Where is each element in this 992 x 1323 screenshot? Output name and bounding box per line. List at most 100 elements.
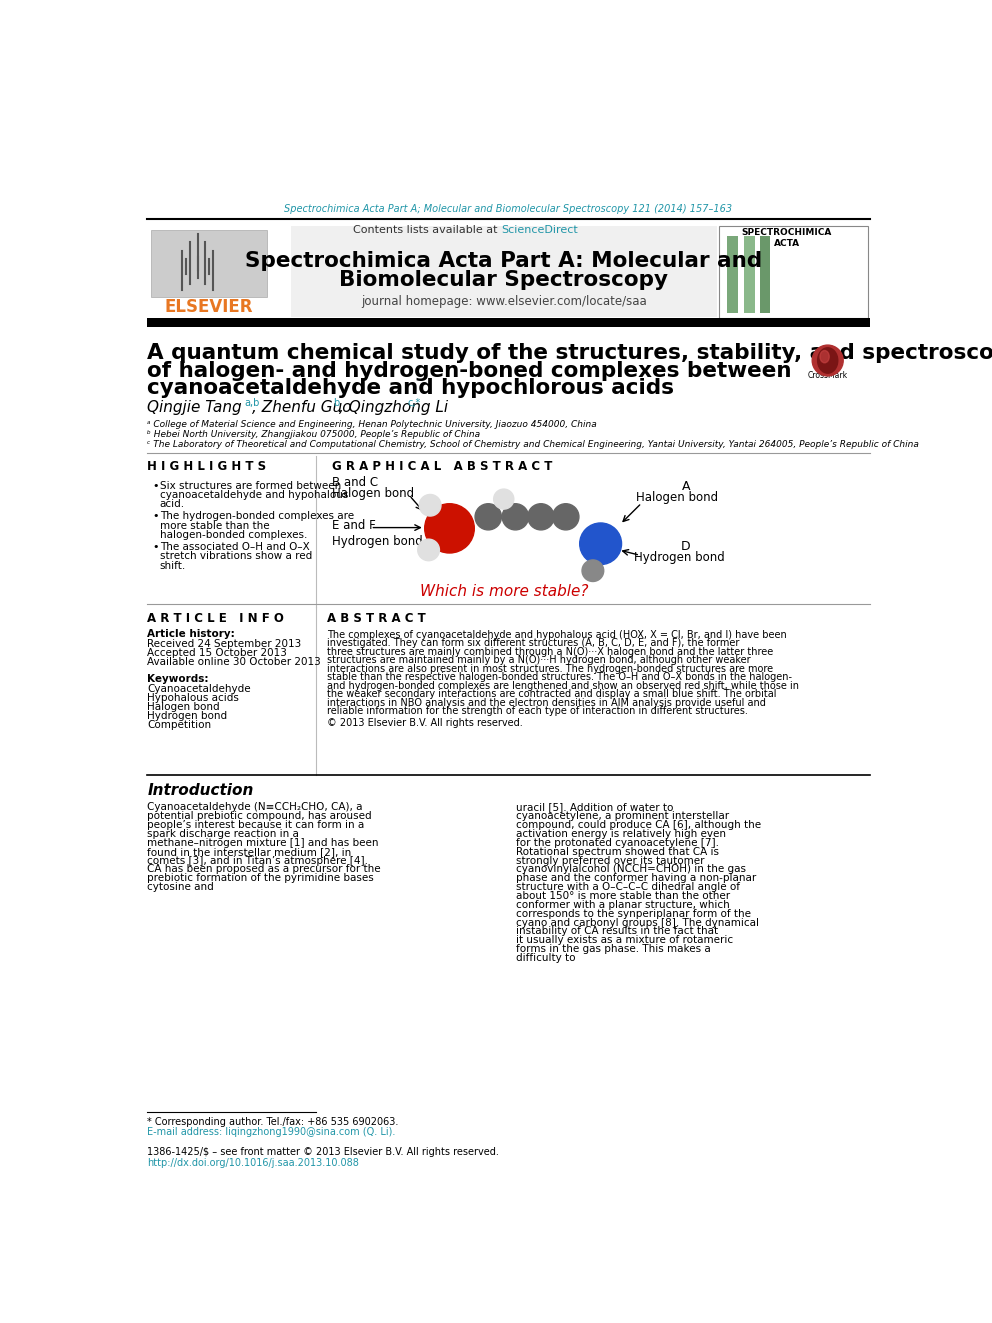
Text: halogen-bonded complexes.: halogen-bonded complexes.: [160, 531, 308, 540]
Text: stretch vibrations show a red: stretch vibrations show a red: [160, 552, 311, 561]
Text: cyano and carbonyl groups [8]. The dynamical: cyano and carbonyl groups [8]. The dynam…: [516, 918, 759, 927]
Text: , Zhenfu Guo: , Zhenfu Guo: [252, 400, 351, 415]
Text: The complexes of cyanoacetaldehyde and hypohalous acid (HOX, X = Cl, Br, and I) : The complexes of cyanoacetaldehyde and h…: [327, 630, 787, 640]
Text: Contents lists available at: Contents lists available at: [353, 225, 501, 235]
Text: spark discharge reaction in a: spark discharge reaction in a: [147, 830, 300, 839]
Text: G R A P H I C A L   A B S T R A C T: G R A P H I C A L A B S T R A C T: [331, 460, 553, 474]
Text: Qingjie Tang: Qingjie Tang: [147, 400, 242, 415]
Text: A quantum chemical study of the structures, stability, and spectroscopy: A quantum chemical study of the structur…: [147, 343, 992, 363]
Text: Which is more stable?: Which is more stable?: [420, 583, 588, 599]
Text: Halogen bond: Halogen bond: [331, 487, 414, 500]
Text: Article history:: Article history:: [147, 628, 235, 639]
Text: difficulty to: difficulty to: [516, 953, 575, 963]
Text: three structures are mainly combined through a N(O)···X halogen bond and the lat: three structures are mainly combined thr…: [327, 647, 774, 658]
Text: ᵃ College of Material Science and Engineering, Henan Polytechnic University, Jia: ᵃ College of Material Science and Engine…: [147, 419, 597, 429]
Text: activation energy is relatively high even: activation energy is relatively high eve…: [516, 830, 726, 839]
Text: structures are maintained mainly by a N(O)···H hydrogen bond, although other wea: structures are maintained mainly by a N(…: [327, 655, 751, 665]
Text: Halogen bond: Halogen bond: [636, 491, 717, 504]
Text: •: •: [152, 480, 159, 491]
Text: investigated. They can form six different structures (A, B, C, D, E, and F), the: investigated. They can form six differen…: [327, 639, 739, 648]
Ellipse shape: [817, 348, 838, 373]
Text: Received 24 September 2013: Received 24 September 2013: [147, 639, 302, 648]
Text: conformer with a planar structure, which: conformer with a planar structure, which: [516, 900, 730, 910]
Text: of halogen- and hydrogen-boned complexes between: of halogen- and hydrogen-boned complexes…: [147, 360, 792, 381]
Text: phase and the conformer having a non-planar: phase and the conformer having a non-pla…: [516, 873, 757, 884]
Text: Keywords:: Keywords:: [147, 673, 208, 684]
Text: Hypohalous acids: Hypohalous acids: [147, 693, 239, 703]
Text: instability of CA results in the fact that: instability of CA results in the fact th…: [516, 926, 718, 937]
Text: Cyanoacetaldehyde (N≡CCH₂CHO, CA), a: Cyanoacetaldehyde (N≡CCH₂CHO, CA), a: [147, 803, 363, 812]
Text: potential prebiotic compound, has aroused: potential prebiotic compound, has arouse…: [147, 811, 372, 822]
Text: acid.: acid.: [160, 499, 185, 509]
Text: corresponds to the synperiplanar form of the: corresponds to the synperiplanar form of…: [516, 909, 751, 918]
Circle shape: [582, 560, 604, 582]
FancyBboxPatch shape: [291, 226, 717, 316]
Text: c,*: c,*: [408, 398, 421, 407]
Circle shape: [502, 504, 529, 531]
Text: people’s interest because it can form in a: people’s interest because it can form in…: [147, 820, 364, 831]
Ellipse shape: [820, 351, 829, 363]
Text: Introduction: Introduction: [147, 783, 254, 798]
Text: Six structures are formed between: Six structures are formed between: [160, 480, 341, 491]
Text: H I G H L I G H T S: H I G H L I G H T S: [147, 460, 267, 474]
Text: found in the interstellar medium [2], in: found in the interstellar medium [2], in: [147, 847, 351, 857]
Text: Available online 30 October 2013: Available online 30 October 2013: [147, 658, 321, 667]
Circle shape: [579, 523, 622, 565]
Text: CrossMark: CrossMark: [807, 372, 848, 381]
Text: prebiotic formation of the pyrimidine bases: prebiotic formation of the pyrimidine ba…: [147, 873, 374, 884]
Text: D: D: [682, 540, 690, 553]
Text: A R T I C L E   I N F O: A R T I C L E I N F O: [147, 613, 284, 624]
Text: , Qingzhong Li: , Qingzhong Li: [339, 400, 448, 415]
Text: structure with a O–C–C–C dihedral angle of: structure with a O–C–C–C dihedral angle …: [516, 882, 740, 892]
Text: shift.: shift.: [160, 561, 186, 570]
Text: Hydrogen bond: Hydrogen bond: [634, 552, 725, 564]
Text: about 150° is more stable than the other: about 150° is more stable than the other: [516, 890, 730, 901]
Text: ELSEVIER: ELSEVIER: [165, 299, 254, 316]
FancyBboxPatch shape: [719, 226, 868, 318]
Text: Cyanoacetaldehyde: Cyanoacetaldehyde: [147, 684, 251, 693]
Circle shape: [553, 504, 579, 531]
Circle shape: [475, 504, 501, 531]
Text: 1386-1425/$ – see front matter © 2013 Elsevier B.V. All rights reserved.: 1386-1425/$ – see front matter © 2013 El…: [147, 1147, 499, 1158]
FancyBboxPatch shape: [147, 318, 870, 327]
Text: Hydrogen bond: Hydrogen bond: [147, 712, 227, 721]
FancyBboxPatch shape: [744, 235, 755, 312]
Text: Spectrochimica Acta Part A: Molecular and: Spectrochimica Acta Part A: Molecular an…: [245, 251, 762, 271]
Text: A: A: [682, 479, 690, 492]
Text: © 2013 Elsevier B.V. All rights reserved.: © 2013 Elsevier B.V. All rights reserved…: [327, 718, 523, 728]
Text: B and C: B and C: [331, 476, 378, 488]
Text: * Corresponding author. Tel./fax: +86 535 6902063.: * Corresponding author. Tel./fax: +86 53…: [147, 1117, 399, 1127]
Text: reliable information for the strength of each type of interaction in different s: reliable information for the strength of…: [327, 706, 748, 716]
FancyBboxPatch shape: [727, 235, 738, 312]
Text: and hydrogen-bonded complexes are lengthened and show an observed red shift, whi: and hydrogen-bonded complexes are length…: [327, 681, 799, 691]
Text: Accepted 15 October 2013: Accepted 15 October 2013: [147, 648, 287, 658]
Text: •: •: [152, 542, 159, 552]
Text: the weaker secondary interactions are contracted and display a small blue shift.: the weaker secondary interactions are co…: [327, 689, 777, 700]
Circle shape: [528, 504, 555, 531]
Text: ScienceDirect: ScienceDirect: [501, 225, 578, 235]
Text: •: •: [152, 512, 159, 521]
Text: cyanovinylalcohol (NCCH=CHOH) in the gas: cyanovinylalcohol (NCCH=CHOH) in the gas: [516, 864, 746, 875]
Circle shape: [425, 504, 474, 553]
Text: The associated O–H and O–X: The associated O–H and O–X: [160, 542, 310, 552]
Text: ᶜ The Laboratory of Theoretical and Computational Chemistry, School of Chemistry: ᶜ The Laboratory of Theoretical and Comp…: [147, 441, 920, 448]
Text: cyanoacetaldehyde and hypohalous: cyanoacetaldehyde and hypohalous: [160, 490, 348, 500]
Circle shape: [812, 345, 843, 376]
Text: http://dx.doi.org/10.1016/j.saa.2013.10.088: http://dx.doi.org/10.1016/j.saa.2013.10.…: [147, 1158, 359, 1168]
Text: b: b: [333, 398, 339, 407]
Text: uracil [5]. Addition of water to: uracil [5]. Addition of water to: [516, 803, 674, 812]
Text: E and F: E and F: [331, 519, 375, 532]
Text: Halogen bond: Halogen bond: [147, 703, 220, 712]
Circle shape: [418, 540, 439, 561]
Text: methane–nitrogen mixture [1] and has been: methane–nitrogen mixture [1] and has bee…: [147, 837, 379, 848]
Text: A B S T R A C T: A B S T R A C T: [327, 613, 426, 624]
Text: Spectrochimica Acta Part A; Molecular and Biomolecular Spectroscopy 121 (2014) 1: Spectrochimica Acta Part A; Molecular an…: [285, 204, 732, 214]
Text: forms in the gas phase. This makes a: forms in the gas phase. This makes a: [516, 945, 711, 954]
Text: ᵇ Hebei North University, Zhangjiakou 075000, People’s Republic of China: ᵇ Hebei North University, Zhangjiakou 07…: [147, 430, 480, 439]
Text: journal homepage: www.elsevier.com/locate/saa: journal homepage: www.elsevier.com/locat…: [361, 295, 647, 308]
Text: cytosine and: cytosine and: [147, 882, 214, 892]
Text: strongly preferred over its tautomer: strongly preferred over its tautomer: [516, 856, 704, 865]
Text: stable than the respective halogen-bonded structures. The O–H and O–X bonds in t: stable than the respective halogen-bonde…: [327, 672, 792, 683]
Text: Biomolecular Spectroscopy: Biomolecular Spectroscopy: [339, 270, 669, 290]
Text: for the protonated cyanoacetylene [7].: for the protonated cyanoacetylene [7].: [516, 837, 719, 848]
